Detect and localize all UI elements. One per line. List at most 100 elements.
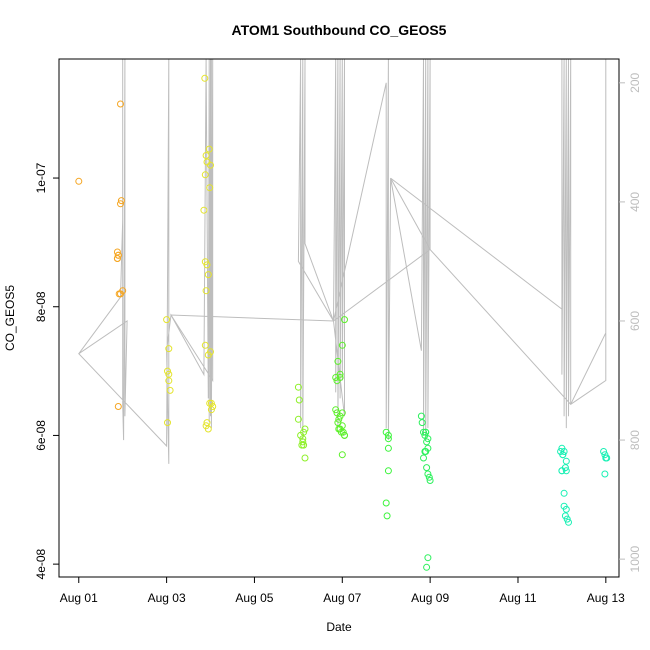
x-tick-label: Aug 07 <box>323 591 361 605</box>
y-tick-label: 1e-07 <box>34 162 48 193</box>
data-point <box>113 255 121 262</box>
data-point <box>114 403 122 410</box>
chart-title: ATOM1 Southbound CO_GEOS5 <box>232 22 447 38</box>
data-point <box>337 428 345 436</box>
data-point <box>420 428 427 436</box>
data-point <box>163 316 171 324</box>
data-point <box>425 473 433 481</box>
data-point <box>207 399 215 407</box>
data-point <box>202 152 210 159</box>
data-point <box>338 409 346 417</box>
data-point <box>334 357 342 365</box>
data-point <box>117 290 124 298</box>
data-point <box>561 512 569 520</box>
data-point <box>562 467 570 475</box>
data-point <box>206 184 214 192</box>
data-point <box>117 197 125 205</box>
data-point <box>418 419 426 427</box>
data-point <box>562 457 570 465</box>
data-point <box>423 464 431 472</box>
data-point <box>600 448 608 455</box>
y-tick-label: 8e-08 <box>34 291 48 322</box>
data-point <box>417 412 425 420</box>
data-point <box>558 467 566 475</box>
data-point <box>202 287 210 295</box>
y2-tick-label: 600 <box>628 311 642 331</box>
data-point <box>383 512 391 520</box>
data-point <box>117 100 124 108</box>
y2-tick-label: 1000 <box>628 545 642 572</box>
data-point <box>341 316 348 324</box>
data-point <box>117 200 124 208</box>
y2-axis-pressure: 200 400 600 800 1000 <box>619 72 642 572</box>
data-point <box>384 435 392 443</box>
x-tick-label: Aug 11 <box>499 591 536 605</box>
pressure-trace-lines <box>78 58 607 464</box>
data-point <box>205 145 213 153</box>
data-point <box>560 489 568 497</box>
data-point <box>301 425 309 433</box>
data-point <box>565 518 572 526</box>
data-point <box>204 425 212 433</box>
data-point <box>301 454 309 462</box>
data-point <box>165 370 173 378</box>
y-tick-label: 4e-08 <box>34 548 48 579</box>
data-point <box>560 502 568 510</box>
data-point <box>164 419 171 427</box>
x-tick-label: Aug 13 <box>587 591 625 605</box>
y2-tick-label: 800 <box>628 430 642 450</box>
data-point <box>420 454 427 462</box>
data-point <box>336 370 344 378</box>
x-axis-label: Date <box>326 620 352 634</box>
data-point <box>294 383 302 391</box>
data-point <box>207 348 214 356</box>
data-point <box>338 451 346 459</box>
y-axis-label: CO_GEOS5 <box>3 285 17 351</box>
data-point <box>424 435 432 443</box>
x-tick-label: Aug 03 <box>148 591 186 605</box>
data-point <box>338 422 346 430</box>
data-point <box>300 441 308 449</box>
data-point <box>201 341 209 349</box>
data-point <box>603 454 611 462</box>
data-point <box>299 438 307 446</box>
data-point <box>166 386 174 394</box>
y-tick-label: 6e-08 <box>34 420 48 451</box>
data-point <box>422 428 430 436</box>
data-point <box>384 431 392 439</box>
data-point <box>114 251 122 259</box>
co-scatter-points <box>75 74 611 571</box>
data-point <box>203 261 211 269</box>
data-point <box>426 477 434 484</box>
data-point <box>424 470 432 478</box>
y2-tick-label: 400 <box>628 192 642 212</box>
data-point <box>423 563 431 571</box>
pressure-trace-line <box>78 58 607 464</box>
data-point <box>332 406 340 414</box>
data-point <box>560 448 568 455</box>
data-point <box>335 415 343 423</box>
data-point <box>207 161 214 169</box>
data-point <box>300 428 308 436</box>
data-point <box>382 499 390 507</box>
data-point <box>336 374 344 381</box>
data-point <box>295 396 303 404</box>
data-point <box>601 451 609 459</box>
data-point <box>201 74 209 82</box>
y-axis: 4e-08 6e-08 8e-08 1e-07 <box>34 162 59 579</box>
data-point <box>338 341 346 349</box>
data-point <box>424 554 432 562</box>
data-point <box>294 415 302 423</box>
data-point <box>164 367 171 375</box>
data-point <box>204 271 212 279</box>
data-point <box>209 403 217 410</box>
data-point <box>75 177 83 185</box>
x-tick-label: Aug 05 <box>235 591 273 605</box>
y2-tick-label: 200 <box>628 72 642 92</box>
data-point <box>384 444 392 452</box>
x-tick-label: Aug 09 <box>411 591 449 605</box>
data-point <box>384 467 392 475</box>
data-point <box>201 171 209 179</box>
data-point <box>601 470 609 478</box>
